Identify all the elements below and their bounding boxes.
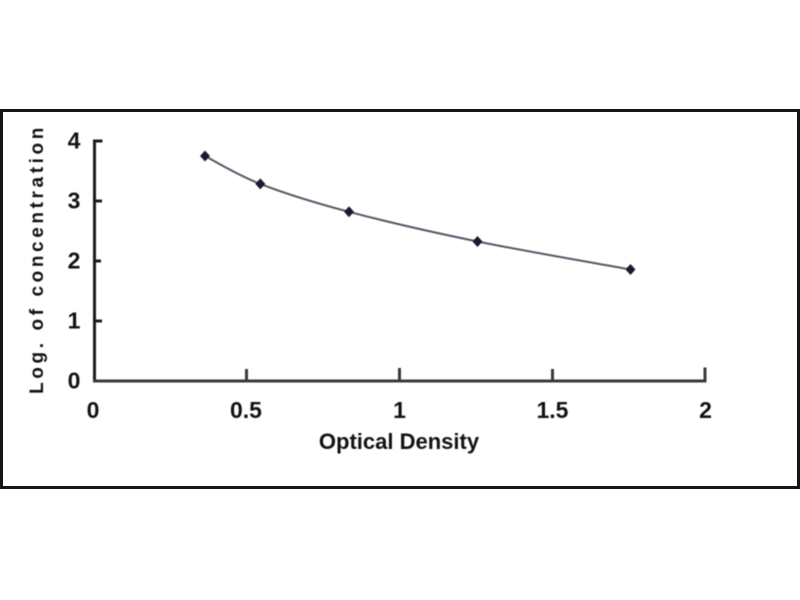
svg-text:3: 3 — [68, 188, 81, 214]
svg-text:Optical Density: Optical Density — [319, 429, 480, 454]
svg-text:4: 4 — [68, 128, 81, 154]
svg-text:2: 2 — [699, 397, 712, 423]
svg-text:Log. of concentration: Log. of concentration — [27, 124, 48, 394]
svg-text:1: 1 — [68, 308, 81, 334]
svg-text:1.5: 1.5 — [537, 397, 569, 423]
svg-text:0: 0 — [87, 397, 100, 423]
svg-text:0.5: 0.5 — [230, 397, 262, 423]
svg-text:1: 1 — [393, 397, 406, 423]
svg-text:2: 2 — [68, 248, 81, 274]
svg-text:0: 0 — [68, 368, 81, 394]
